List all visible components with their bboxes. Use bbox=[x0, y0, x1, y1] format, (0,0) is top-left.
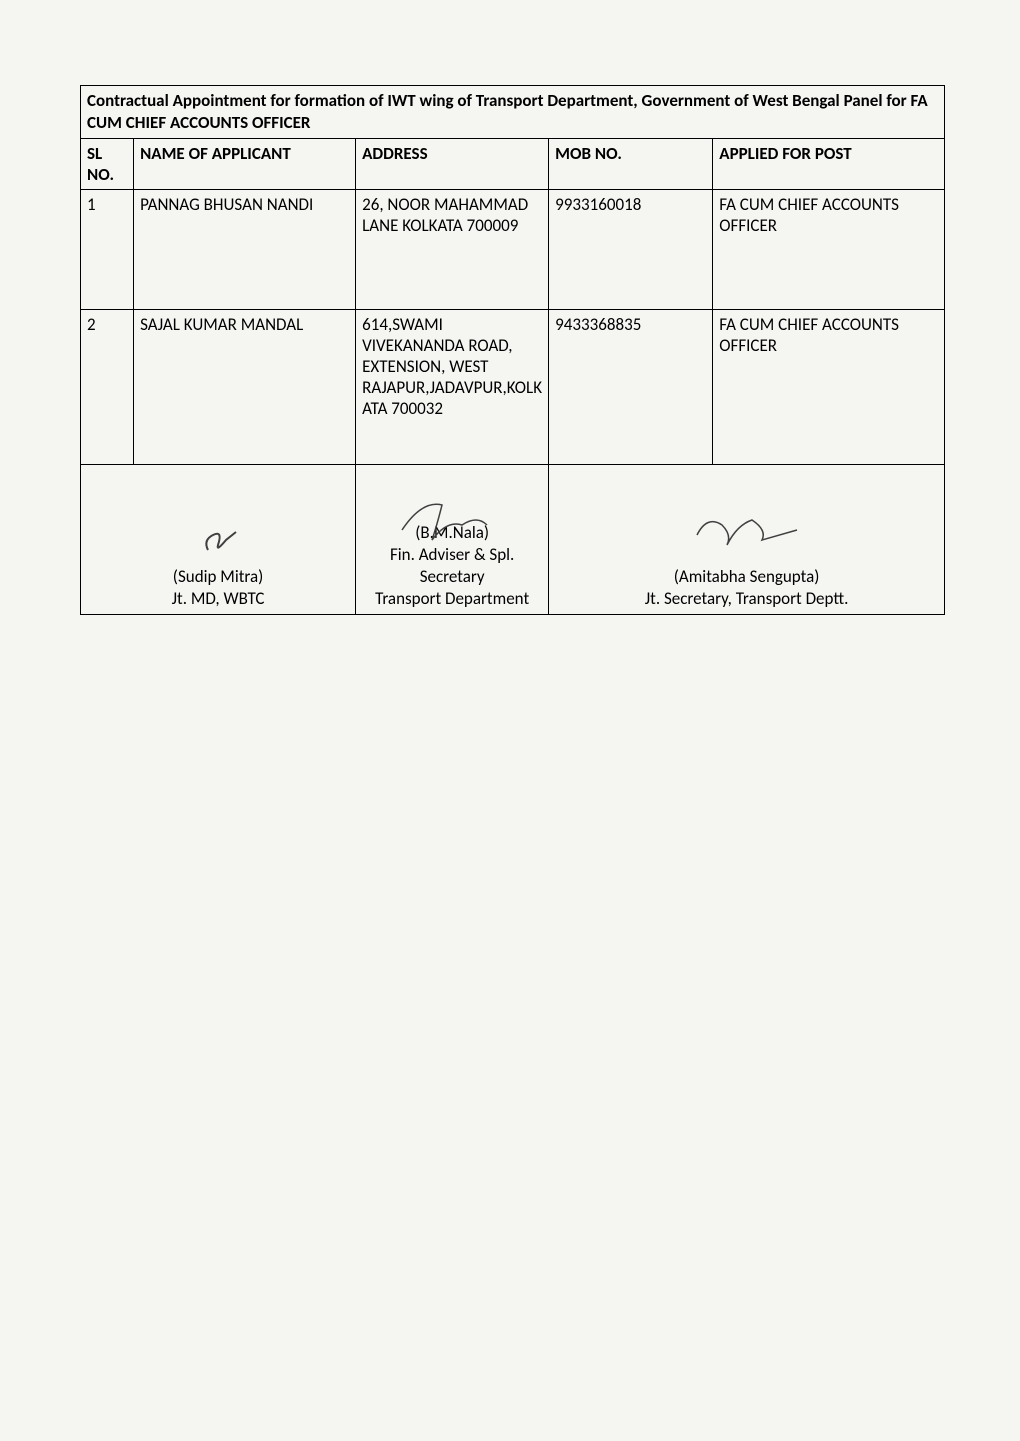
signatory-name: (Amitabha Sengupta) bbox=[674, 566, 820, 587]
header-addr: ADDRESS bbox=[356, 139, 549, 190]
signatory-title-1: Fin. Adviser & Spl. Secretary bbox=[390, 544, 514, 587]
cell-post: FA CUM CHIEF ACCOUNTS OFFICER bbox=[713, 190, 945, 310]
signature-row: (Sudip Mitra) Jt. MD, WBTC (B.M.Nala) Fi… bbox=[81, 465, 945, 615]
signatory-title: Jt. Secretary, Transport Deptt. bbox=[645, 588, 849, 609]
signature-mark-icon bbox=[188, 520, 248, 560]
signature-block-2: (B.M.Nala) Fin. Adviser & Spl. Secretary… bbox=[356, 465, 549, 615]
cell-sl: 2 bbox=[81, 310, 134, 465]
document-table: Contractual Appointment for formation of… bbox=[80, 85, 945, 615]
cell-addr: 614,SWAMI VIVEKANANDA ROAD, EXTENSION, W… bbox=[356, 310, 549, 465]
cell-mob: 9933160018 bbox=[549, 190, 713, 310]
signature-block-3: (Amitabha Sengupta) Jt. Secretary, Trans… bbox=[549, 465, 945, 615]
cell-name: PANNAG BHUSAN NANDI bbox=[134, 190, 356, 310]
cell-name: SAJAL KUMAR MANDAL bbox=[134, 310, 356, 465]
header-post: APPLIED FOR POST bbox=[713, 139, 945, 190]
title-row: Contractual Appointment for formation of… bbox=[81, 86, 945, 139]
cell-sl: 1 bbox=[81, 190, 134, 310]
signatory-title: Jt. MD, WBTC bbox=[172, 588, 265, 609]
signature-block-1: (Sudip Mitra) Jt. MD, WBTC bbox=[81, 465, 356, 615]
signatory-title-2: Transport Department bbox=[375, 588, 529, 609]
header-name: NAME OF APPLICANT bbox=[134, 139, 356, 190]
cell-post: FA CUM CHIEF ACCOUNTS OFFICER bbox=[713, 310, 945, 465]
signature-mark-icon bbox=[392, 495, 512, 550]
signature-mark-icon bbox=[677, 505, 817, 555]
cell-mob: 9433368835 bbox=[549, 310, 713, 465]
document-title: Contractual Appointment for formation of… bbox=[81, 86, 945, 139]
header-sl: SL NO. bbox=[81, 139, 134, 190]
header-mob: MOB NO. bbox=[549, 139, 713, 190]
header-row: SL NO. NAME OF APPLICANT ADDRESS MOB NO.… bbox=[81, 139, 945, 190]
table-row: 2 SAJAL KUMAR MANDAL 614,SWAMI VIVEKANAN… bbox=[81, 310, 945, 465]
table-row: 1 PANNAG BHUSAN NANDI 26, NOOR MAHAMMAD … bbox=[81, 190, 945, 310]
signatory-name: (Sudip Mitra) bbox=[173, 566, 264, 587]
cell-addr: 26, NOOR MAHAMMAD LANE KOLKATA 700009 bbox=[356, 190, 549, 310]
